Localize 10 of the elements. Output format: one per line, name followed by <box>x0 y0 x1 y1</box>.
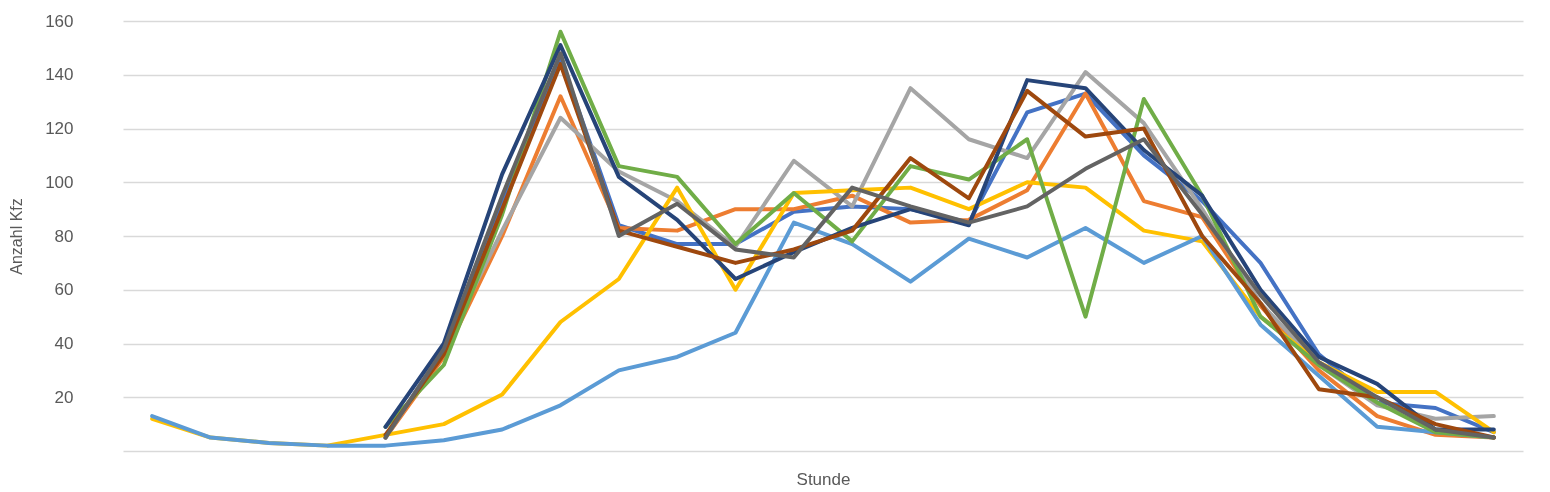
y-tick-label: 20 <box>54 387 74 407</box>
x-axis-title: Stunde <box>796 469 851 489</box>
y-tick-label: 80 <box>54 226 74 246</box>
y-axis-title: Anzahl Kfz <box>8 198 26 275</box>
y-tick-label: 60 <box>54 280 74 300</box>
y-tick-label: 100 <box>45 172 74 192</box>
y-tick-label: 40 <box>54 334 74 353</box>
y-tick-label: 140 <box>45 65 74 85</box>
y-tick-label: 160 <box>45 11 74 31</box>
y-tick-label: 120 <box>45 119 74 138</box>
